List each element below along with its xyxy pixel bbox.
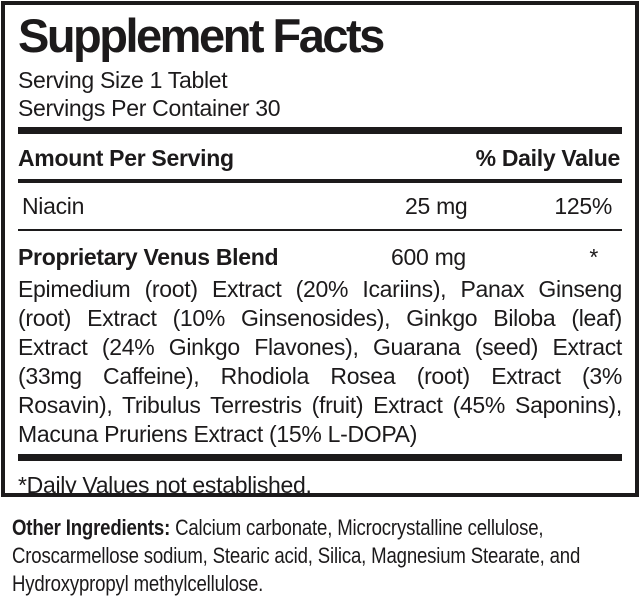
blend-row: Proprietary Venus Blend 600 mg * <box>18 231 622 271</box>
blend-daily-value-asterisk: * <box>589 244 598 270</box>
servings-per-container: Servings Per Container 30 <box>18 95 281 121</box>
amount-per-serving-header: Amount Per Serving <box>18 145 234 171</box>
other-ingredients: Other Ingredients: Calcium carbonate, Mi… <box>12 514 629 598</box>
table-row: Niacin 25 mg 125% <box>18 183 622 229</box>
table-header-row: Amount Per Serving % Daily Value <box>18 134 622 179</box>
serving-size: Serving Size 1 Tablet <box>18 67 228 93</box>
blend-amount: 600 mg <box>391 244 466 270</box>
separator-thin <box>18 229 622 231</box>
blend-name: Proprietary Venus Blend <box>18 244 279 270</box>
daily-value-header: % Daily Value <box>475 145 621 171</box>
nutrient-name: Niacin <box>22 193 85 219</box>
blend-ingredients: Epimedium (root) Extract (20% Icariins),… <box>18 276 622 447</box>
other-ingredients-label: Other Ingredients: <box>12 515 171 540</box>
daily-value-footnote: *Daily Values not established. <box>18 472 312 497</box>
other-ingredients-text: Calcium carbonate, Microcrystalline cell… <box>12 515 581 596</box>
supplement-facts-panel: Supplement Facts Serving Size 1 Tablet S… <box>1 1 639 497</box>
separator-thick-top <box>18 127 622 134</box>
nutrient-daily-value: 125% <box>554 193 612 219</box>
separator-medium <box>18 179 622 183</box>
panel-title: Supplement Facts <box>18 9 385 62</box>
nutrient-amount: 25 mg <box>405 193 468 219</box>
separator-thick-bottom <box>18 454 622 461</box>
